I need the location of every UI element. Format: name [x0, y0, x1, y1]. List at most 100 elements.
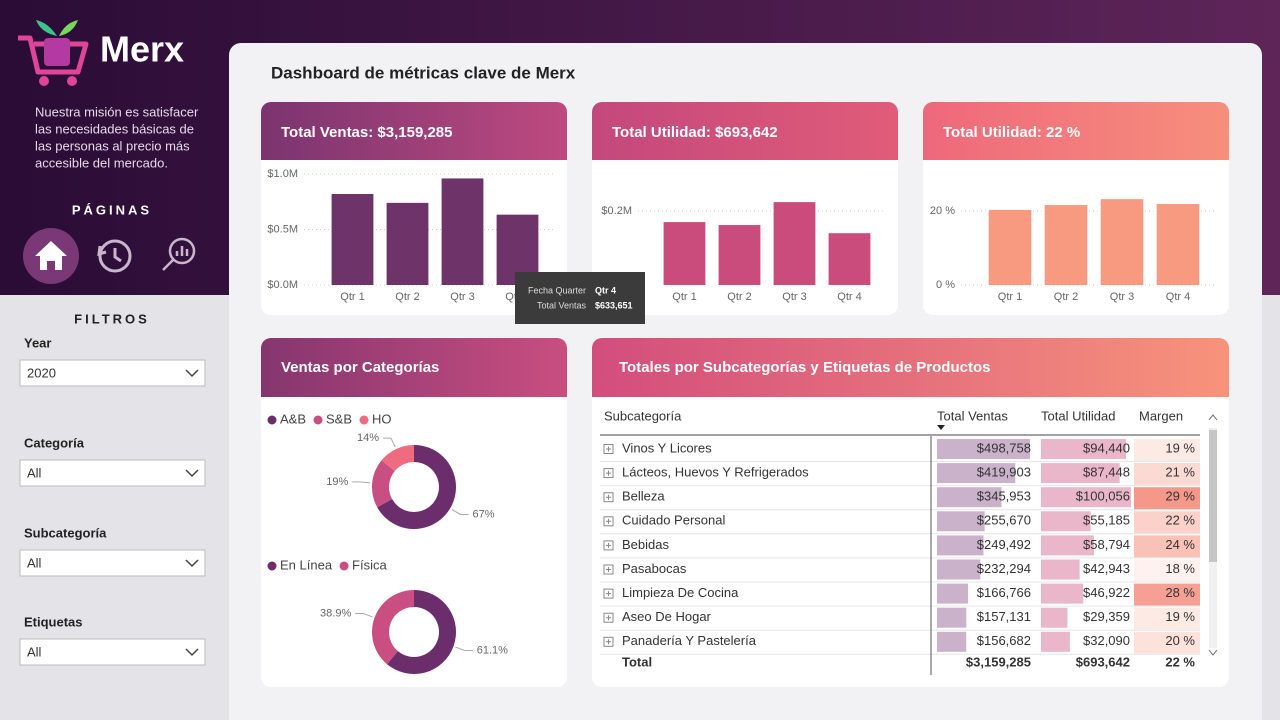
scroll-down[interactable]: [1208, 649, 1218, 656]
subcategory: Pasabocas: [622, 561, 687, 576]
margin-cell: [1134, 535, 1200, 558]
expand-icon[interactable]: [603, 492, 614, 503]
expand-icon[interactable]: [603, 516, 614, 527]
legend-label: En Línea: [280, 557, 333, 572]
margin-value: 29 %: [1165, 489, 1195, 504]
sales-value: $419,903: [977, 465, 1031, 480]
filter-dropdown[interactable]: [19, 549, 206, 577]
column-header[interactable]: Margen: [1139, 408, 1183, 423]
profit-value: $29,359: [1083, 609, 1130, 624]
total-cell: $693,642: [1076, 654, 1130, 669]
margin-value: 19 %: [1165, 609, 1195, 624]
total-cell: Total: [622, 654, 652, 669]
scroll-up[interactable]: [1208, 414, 1218, 421]
legend-swatch: [267, 561, 277, 571]
data-bar: [937, 439, 1030, 459]
expand-icon[interactable]: [603, 444, 614, 454]
mission-line: Nuestra misión es satisfacer: [35, 104, 199, 119]
margin-value: 20 %: [1165, 633, 1195, 648]
y-tick-label: 0 %: [936, 279, 955, 291]
nav-analytics[interactable]: [162, 237, 196, 271]
subcategory: Aseo De Hogar: [622, 609, 712, 624]
bar: [331, 193, 374, 285]
profit-value: $94,440: [1083, 440, 1130, 455]
card-header: [261, 102, 567, 160]
bar: [1100, 199, 1144, 285]
data-bar: [1041, 607, 1068, 628]
total-cell: $3,159,285: [966, 654, 1031, 669]
column-header[interactable]: Total Ventas: [937, 408, 1008, 423]
x-tick-label: Qtr 1: [998, 291, 1022, 303]
data-bar: [937, 559, 981, 580]
subcategory: Vinos Y Licores: [622, 440, 712, 455]
margin-cell: [1134, 487, 1200, 510]
subcategory: Belleza: [622, 489, 665, 504]
margin-value: 24 %: [1165, 537, 1195, 552]
expand-icon[interactable]: [603, 540, 614, 551]
expand-icon[interactable]: [603, 612, 614, 623]
donut-segment: [387, 590, 456, 675]
pages-title: PÁGINAS: [72, 202, 152, 217]
nav-home[interactable]: [23, 228, 79, 284]
margin-cell: [1134, 439, 1200, 461]
card-header: [261, 387, 567, 397]
filter-label: Etiquetas: [24, 614, 83, 629]
y-tick-label: $0.5M: [267, 223, 298, 235]
filter-label: Categoría: [24, 435, 85, 450]
margin-value: 18 %: [1165, 561, 1195, 576]
card-header: [261, 150, 567, 160]
data-bar: [1041, 439, 1126, 459]
x-tick-label: Qtr 1: [340, 291, 364, 303]
column-header[interactable]: Total Utilidad: [1041, 408, 1115, 423]
expand-icon[interactable]: [603, 636, 614, 647]
total-cell: 22 %: [1165, 654, 1195, 669]
profit-value: $42,943: [1083, 561, 1130, 576]
expand-icon[interactable]: [603, 468, 614, 479]
bar: [718, 225, 761, 285]
data-bar: [937, 487, 1002, 508]
filter-dropdown[interactable]: [19, 638, 206, 666]
nav-history[interactable]: [97, 239, 132, 273]
donut-segment: [372, 460, 395, 508]
dropdown-chevron: [185, 369, 199, 378]
expand-plus: [606, 639, 611, 645]
x-tick-label: Qtr 3: [450, 291, 474, 303]
expand-icon[interactable]: [603, 588, 614, 599]
filter-value: All: [27, 644, 42, 659]
card-title: Totales por Subcategorías y Etiquetas de…: [619, 359, 990, 376]
data-bar: [1041, 631, 1070, 652]
data-bar: [937, 631, 967, 652]
scrollbar-thumb[interactable]: [1209, 430, 1217, 562]
data-bar: [1041, 463, 1120, 484]
leader-line: [383, 437, 396, 448]
card-header: [261, 338, 567, 397]
bar: [988, 209, 1032, 285]
card-title: Total Utilidad: $693,642: [612, 124, 778, 141]
y-tick-label: $0.2M: [601, 205, 632, 217]
bar: [1156, 203, 1200, 285]
card-header: [592, 102, 898, 160]
margin-cell: [1134, 583, 1200, 606]
column-header[interactable]: Subcategoría: [604, 408, 682, 423]
x-tick-label: Qtr 1: [672, 291, 696, 303]
filter-value: All: [27, 465, 42, 480]
x-tick-label: Qtr 4: [837, 291, 861, 303]
profit-value: $32,090: [1083, 633, 1130, 648]
bar: [663, 222, 706, 285]
data-bar: [1041, 487, 1131, 508]
filter-dropdown[interactable]: [19, 459, 206, 487]
filter-label: Subcategoría: [24, 525, 107, 540]
dashboard-title: Dashboard de métricas clave de Merx: [271, 63, 576, 82]
legend-swatch: [313, 415, 323, 425]
filter-dropdown[interactable]: [19, 359, 206, 387]
expand-plus: [606, 518, 611, 524]
subcategory: Bebidas: [622, 537, 669, 552]
bar: [386, 202, 429, 285]
margin-value: 19 %: [1165, 440, 1195, 455]
expand-icon[interactable]: [603, 564, 614, 575]
tooltip-key: Total Ventas: [537, 300, 587, 310]
sort-indicator: [937, 425, 945, 430]
subcategory: Cuidado Personal: [622, 513, 725, 528]
margin-value: 22 %: [1165, 513, 1195, 528]
